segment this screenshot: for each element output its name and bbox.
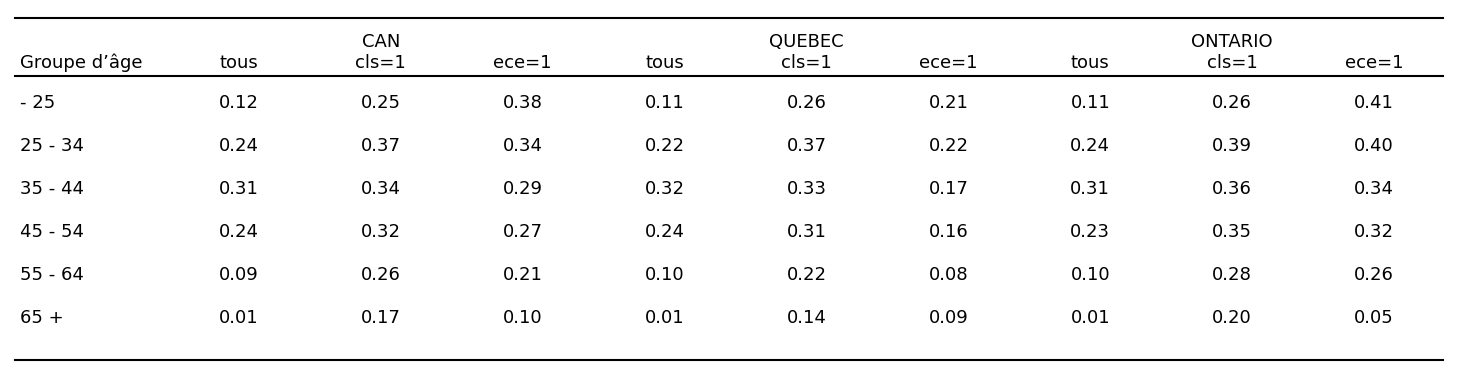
Text: 0.24: 0.24 [219, 223, 260, 241]
Text: 0.12: 0.12 [219, 94, 260, 112]
Text: 0.26: 0.26 [1212, 94, 1252, 112]
Text: 0.10: 0.10 [1070, 266, 1110, 284]
Text: 0.20: 0.20 [1212, 309, 1252, 327]
Text: 0.14: 0.14 [786, 309, 827, 327]
Text: 0.10: 0.10 [644, 266, 684, 284]
Text: 0.27: 0.27 [503, 223, 542, 241]
Text: ONTARIO: ONTARIO [1191, 33, 1273, 51]
Text: 0.01: 0.01 [219, 309, 258, 327]
Text: 0.09: 0.09 [219, 266, 260, 284]
Text: 45 - 54: 45 - 54 [20, 223, 85, 241]
Text: ece=1: ece=1 [493, 54, 553, 72]
Text: 0.34: 0.34 [1354, 180, 1394, 198]
Text: 0.25: 0.25 [360, 94, 401, 112]
Text: ece=1: ece=1 [919, 54, 978, 72]
Text: 0.21: 0.21 [503, 266, 542, 284]
Text: 0.41: 0.41 [1354, 94, 1394, 112]
Text: 0.11: 0.11 [644, 94, 684, 112]
Text: 0.01: 0.01 [644, 309, 684, 327]
Text: 0.28: 0.28 [1212, 266, 1252, 284]
Text: 0.32: 0.32 [1354, 223, 1394, 241]
Text: 0.32: 0.32 [644, 180, 685, 198]
Text: 0.17: 0.17 [362, 309, 401, 327]
Text: 0.34: 0.34 [503, 137, 542, 155]
Text: 0.31: 0.31 [1070, 180, 1110, 198]
Text: 0.22: 0.22 [786, 266, 827, 284]
Text: - 25: - 25 [20, 94, 55, 112]
Text: Groupe d’âge: Groupe d’âge [20, 54, 143, 72]
Text: 35 - 44: 35 - 44 [20, 180, 85, 198]
Text: 0.35: 0.35 [1212, 223, 1252, 241]
Text: 0.21: 0.21 [929, 94, 968, 112]
Text: cls=1: cls=1 [1207, 54, 1258, 72]
Text: 0.39: 0.39 [1212, 137, 1252, 155]
Text: 0.40: 0.40 [1354, 137, 1394, 155]
Text: 0.24: 0.24 [1070, 137, 1111, 155]
Text: 65 +: 65 + [20, 309, 64, 327]
Text: 55 - 64: 55 - 64 [20, 266, 85, 284]
Text: ece=1: ece=1 [1344, 54, 1403, 72]
Text: 0.17: 0.17 [929, 180, 968, 198]
Text: QUEBEC: QUEBEC [770, 33, 844, 51]
Text: cls=1: cls=1 [356, 54, 407, 72]
Text: 0.01: 0.01 [1070, 309, 1110, 327]
Text: 0.31: 0.31 [786, 223, 827, 241]
Text: 0.29: 0.29 [503, 180, 542, 198]
Text: 0.16: 0.16 [929, 223, 968, 241]
Text: 0.31: 0.31 [219, 180, 260, 198]
Text: 0.38: 0.38 [503, 94, 542, 112]
Text: tous: tous [646, 54, 684, 72]
Text: 0.24: 0.24 [219, 137, 260, 155]
Text: 0.09: 0.09 [929, 309, 968, 327]
Text: 0.26: 0.26 [786, 94, 827, 112]
Text: 0.36: 0.36 [1212, 180, 1252, 198]
Text: cls=1: cls=1 [781, 54, 833, 72]
Text: 0.05: 0.05 [1354, 309, 1394, 327]
Text: 0.10: 0.10 [503, 309, 542, 327]
Text: 0.33: 0.33 [786, 180, 827, 198]
Text: 0.08: 0.08 [929, 266, 968, 284]
Text: 0.37: 0.37 [786, 137, 827, 155]
Text: tous: tous [220, 54, 258, 72]
Text: 0.34: 0.34 [360, 180, 401, 198]
Text: 0.23: 0.23 [1070, 223, 1111, 241]
Text: 0.26: 0.26 [1354, 266, 1394, 284]
Text: 0.37: 0.37 [360, 137, 401, 155]
Text: 0.22: 0.22 [929, 137, 968, 155]
Text: 0.32: 0.32 [360, 223, 401, 241]
Text: 0.26: 0.26 [362, 266, 401, 284]
Text: 0.24: 0.24 [644, 223, 685, 241]
Text: 0.22: 0.22 [644, 137, 685, 155]
Text: CAN: CAN [362, 33, 399, 51]
Text: 0.11: 0.11 [1070, 94, 1110, 112]
Text: tous: tous [1072, 54, 1110, 72]
Text: 25 - 34: 25 - 34 [20, 137, 85, 155]
